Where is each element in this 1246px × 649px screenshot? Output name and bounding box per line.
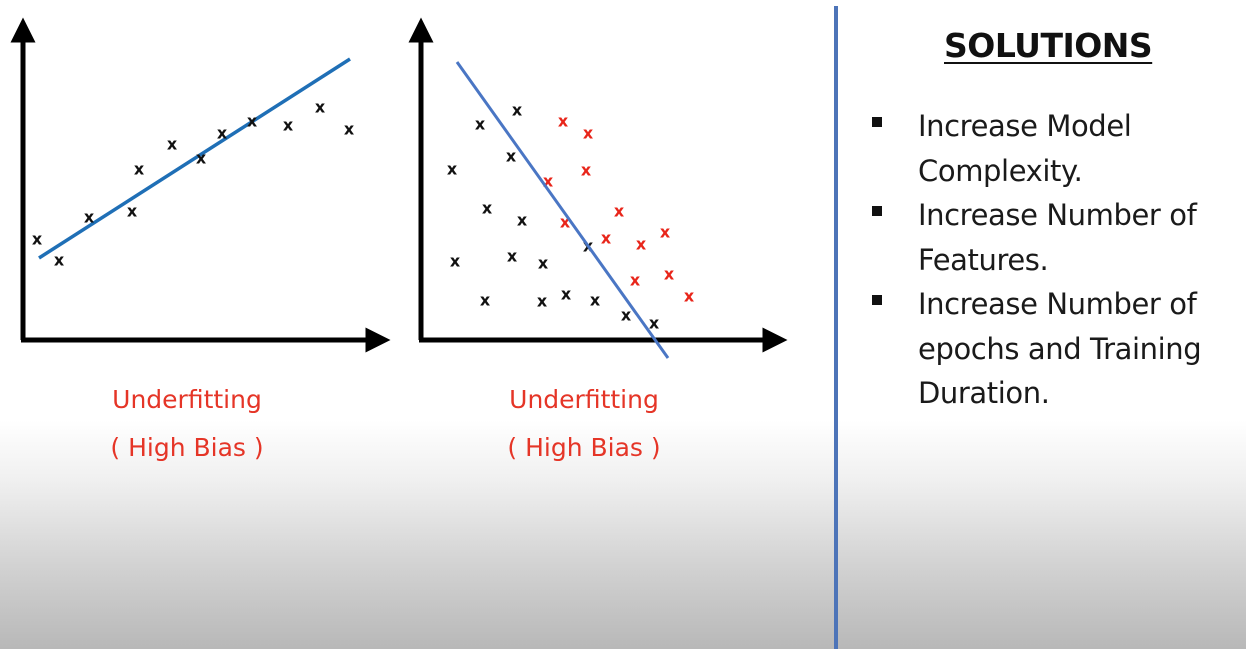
scatter-point: x: [447, 160, 458, 179]
scatter-point: x: [517, 211, 528, 230]
scatter-point: x: [590, 291, 601, 310]
scatter-point: x: [601, 229, 612, 248]
bullet-square-icon: [872, 117, 882, 127]
solutions-title: SOLUTIONS: [944, 26, 1153, 65]
scatter-point: x: [537, 292, 548, 311]
scatter-point: x: [475, 115, 486, 134]
scatter-point: x: [247, 112, 258, 131]
right-plot-decision-line: [455, 61, 670, 359]
bullet-square-icon: [872, 295, 882, 305]
solution-item: Increase Number of epochs and Training D…: [868, 282, 1240, 416]
scatter-point: x: [482, 199, 493, 218]
solution-item-text: Increase Number of Features.: [918, 198, 1197, 277]
scatter-point: x: [630, 271, 641, 290]
scatter-point: x: [581, 161, 592, 180]
scatter-point: x: [636, 235, 647, 254]
bullet-square-icon: [872, 206, 882, 216]
scatter-point: x: [583, 124, 594, 143]
scatter-point: x: [84, 208, 95, 227]
scatter-point: x: [196, 149, 207, 168]
scatter-point: x: [450, 252, 461, 271]
vertical-divider: [834, 6, 838, 649]
scatter-point: x: [54, 251, 65, 270]
scatter-point: x: [560, 213, 571, 232]
solution-item-text: Increase Model Complexity.: [918, 109, 1132, 188]
solution-item: Increase Model Complexity.: [868, 104, 1240, 193]
scatter-point: x: [621, 306, 632, 325]
left-plot-caption: Underfitting ( High Bias ): [57, 376, 317, 472]
scatter-point: x: [506, 147, 517, 166]
scatter-point: x: [315, 98, 326, 117]
scatter-point: x: [127, 202, 138, 221]
scatter-point: x: [684, 287, 695, 306]
scatter-point: x: [134, 160, 145, 179]
left-plot-caption-subtitle: ( High Bias ): [110, 433, 264, 462]
scatter-point: x: [344, 120, 355, 139]
scatter-point: x: [543, 172, 554, 191]
scatter-point: x: [167, 135, 178, 154]
scatter-point: x: [664, 265, 675, 284]
right-plot-caption-subtitle: ( High Bias ): [507, 433, 661, 462]
scatter-point: x: [512, 101, 523, 120]
scatter-point: x: [283, 116, 294, 135]
scatter-point: x: [32, 230, 43, 249]
left-plot-caption-title: Underfitting: [112, 385, 262, 414]
solution-item: Increase Number of Features.: [868, 193, 1240, 282]
solutions-list: Increase Model Complexity. Increase Numb…: [868, 104, 1240, 416]
right-plot-caption: Underfitting ( High Bias ): [454, 376, 714, 472]
scatter-point: x: [558, 112, 569, 131]
scatter-point: x: [217, 124, 228, 143]
scatter-point: x: [660, 223, 671, 242]
scatter-point: x: [614, 202, 625, 221]
right-plot-caption-title: Underfitting: [509, 385, 659, 414]
scatter-point: x: [561, 285, 572, 304]
solution-item-text: Increase Number of epochs and Training D…: [918, 287, 1202, 410]
scatter-point: x: [538, 254, 549, 273]
scatter-point: x: [507, 247, 518, 266]
scatter-point: x: [649, 314, 660, 333]
left-plot-fit-line: [38, 57, 351, 260]
scatter-point: x: [480, 291, 491, 310]
